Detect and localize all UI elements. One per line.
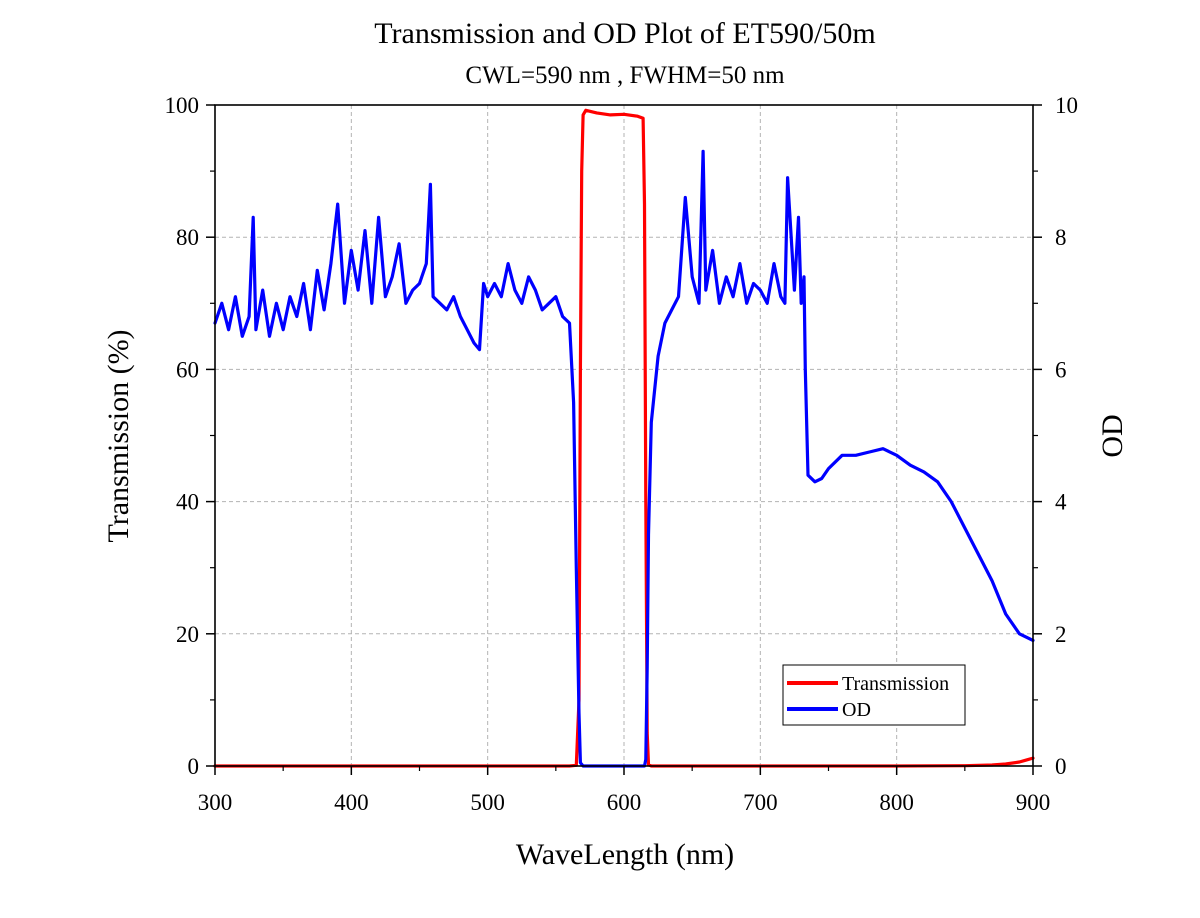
- y2-tick-label: 10: [1055, 93, 1078, 118]
- x-tick-label: 600: [607, 790, 642, 815]
- y2-tick-label: 8: [1055, 225, 1067, 250]
- grid-lines: [215, 105, 1033, 766]
- series-line-transmission: [213, 108, 1035, 768]
- y-tick-label: 0: [188, 754, 200, 779]
- chart-subtitle: CWL=590 nm , FWHM=50 nm: [465, 62, 785, 89]
- x-tick-label: 400: [334, 790, 369, 815]
- legend-label-transmission: Transmission: [842, 673, 949, 695]
- x-tick-label: 300: [198, 790, 233, 815]
- y2-tick-label: 2: [1055, 622, 1067, 647]
- x-tick-label: 500: [470, 790, 505, 815]
- legend-box: [782, 664, 966, 726]
- x-tick-label: 700: [743, 790, 778, 815]
- x-axis-title: WaveLength (nm): [516, 838, 734, 871]
- y2-axis-title: OD: [1096, 414, 1129, 457]
- y-tick-label: 60: [176, 357, 199, 382]
- y-tick-label: 40: [176, 490, 199, 515]
- series-lines: [213, 108, 1035, 768]
- y-tick-label: 100: [165, 93, 200, 118]
- y-tick-label: 80: [176, 225, 199, 250]
- legend-label-od: OD: [842, 699, 871, 721]
- y-tick-label: 20: [176, 622, 199, 647]
- legend: Transmission OD: [782, 664, 966, 726]
- series-line-od: [213, 149, 1035, 768]
- x-tick-label: 900: [1016, 790, 1051, 815]
- y2-tick-label: 4: [1055, 490, 1067, 515]
- y2-tick-label: 0: [1055, 754, 1067, 779]
- y-axis-title: Transmission (%): [102, 329, 135, 542]
- y2-tick-label: 6: [1055, 357, 1067, 382]
- chart-title: Transmission and OD Plot of ET590/50m: [374, 17, 875, 50]
- x-tick-label: 800: [879, 790, 914, 815]
